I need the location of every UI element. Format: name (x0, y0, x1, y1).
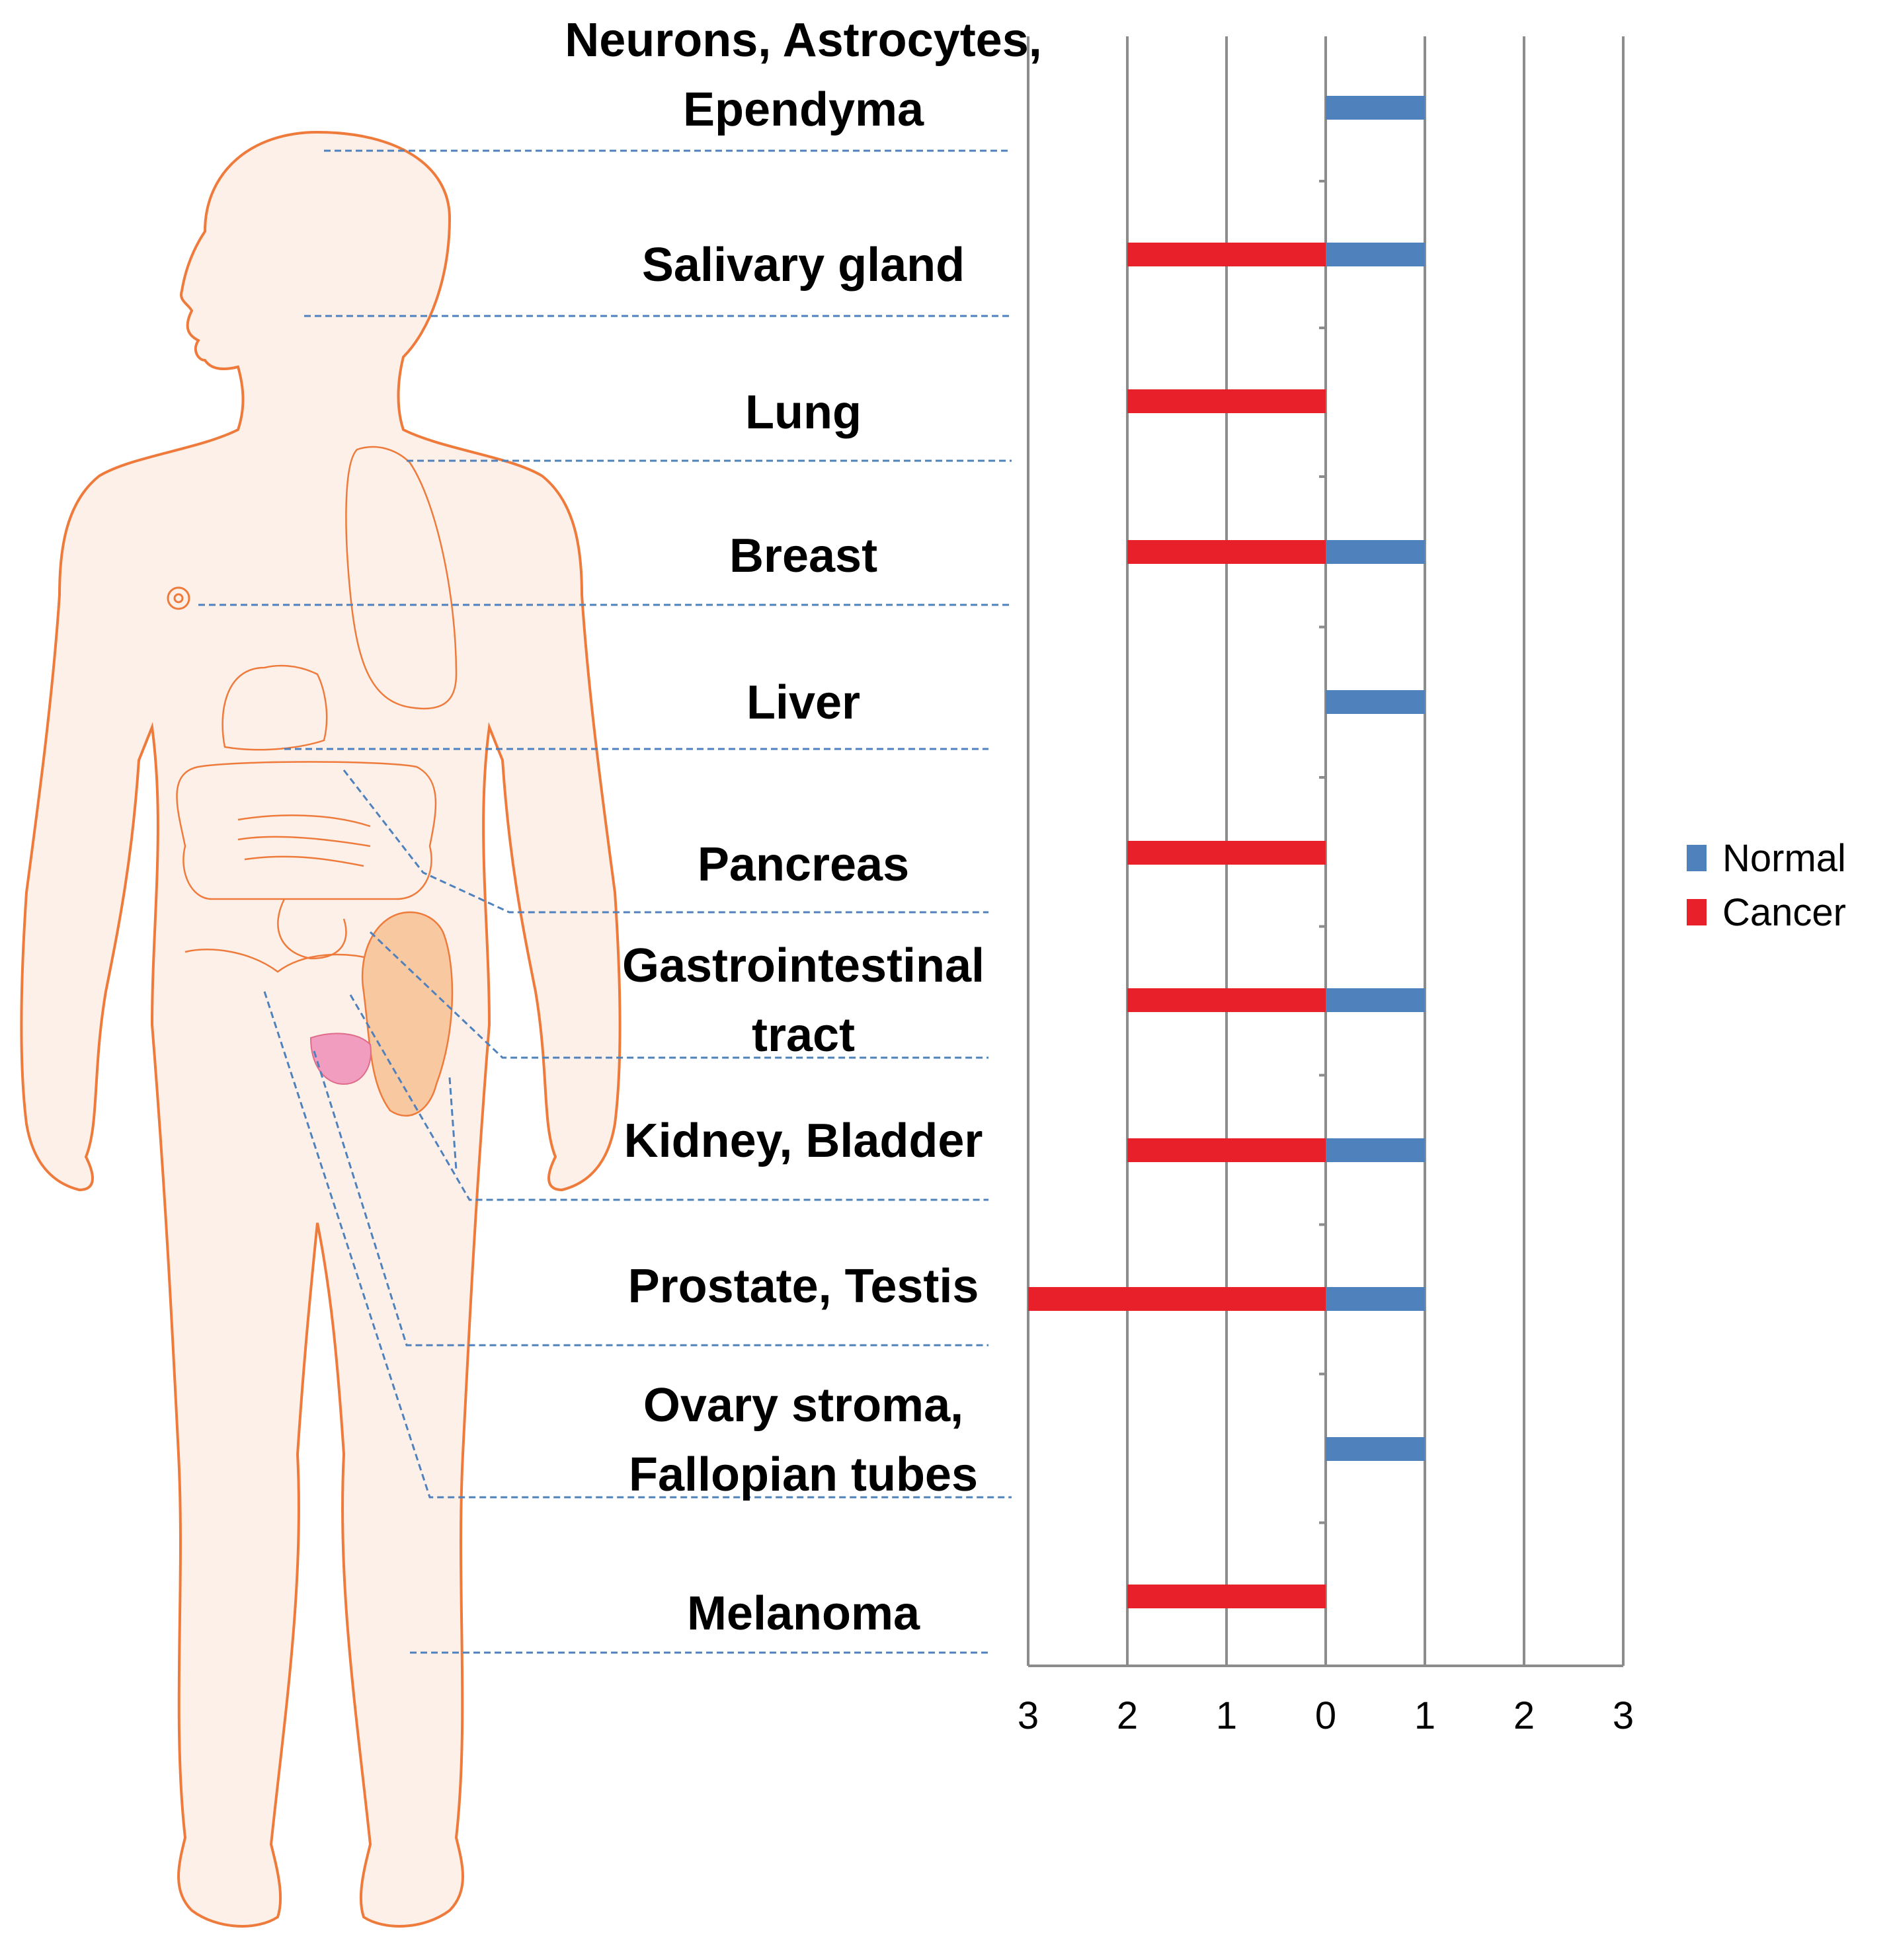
x-axis-ticks: 3 2 1 0 1 2 3 (1018, 1694, 1634, 1737)
category-label: Kidney, Bladder (624, 1115, 983, 1167)
category-label: Neurons, Astrocytes, (565, 14, 1042, 67)
category-label: Liver (746, 676, 860, 729)
category-label: Melanoma (687, 1587, 920, 1640)
category-label: Lung (745, 386, 862, 439)
legend-swatch-normal (1687, 845, 1707, 871)
kidney-icon (361, 911, 454, 1117)
x-tick-label: 2 (1117, 1694, 1138, 1737)
x-tick-label: 1 (1216, 1694, 1237, 1737)
category-label: Gastrointestinal (622, 939, 985, 992)
category-label: Pancreas (698, 838, 909, 891)
bar-normal-3 (1326, 540, 1425, 564)
bar-cancer-2 (1127, 389, 1326, 413)
legend-label-normal: Normal (1722, 837, 1846, 880)
bar-normal-4 (1326, 690, 1425, 714)
bladder-icon (309, 1033, 372, 1085)
category-label: Ovary stroma, (643, 1379, 963, 1432)
x-tick-label: 3 (1018, 1694, 1039, 1737)
category-label: Fallopian tubes (629, 1448, 978, 1501)
x-tick-label: 2 (1513, 1694, 1535, 1737)
legend-label-cancer: Cancer (1722, 891, 1846, 934)
category-label: Breast (729, 529, 877, 582)
bar-normal-6 (1326, 988, 1425, 1012)
bar-marks (1028, 96, 1425, 1608)
category-label: Ependyma (683, 83, 924, 136)
category-label: tract (752, 1009, 855, 1062)
category-label: Salivary gland (642, 239, 965, 292)
x-tick-label: 1 (1414, 1694, 1435, 1737)
bar-cancer-3 (1127, 540, 1326, 564)
legend-swatch-cancer (1687, 899, 1707, 925)
diverging-bar-chart: 3 2 1 0 1 2 3 Neurons, Astrocytes, Ependyma Sali… (565, 14, 1634, 1737)
bar-normal-8 (1326, 1287, 1425, 1311)
leader-lines (198, 149, 1012, 1654)
bar-cancer-6 (1127, 988, 1326, 1012)
category-label: Prostate, Testis (628, 1260, 979, 1313)
bar-normal-0 (1326, 96, 1425, 120)
x-tick-label: 3 (1613, 1694, 1634, 1737)
bar-cancer-5 (1127, 841, 1326, 865)
bar-normal-1 (1326, 243, 1425, 266)
bar-cancer-10 (1127, 1585, 1326, 1608)
category-labels: Neurons, Astrocytes, Ependyma Salivary gla… (565, 14, 1042, 1640)
internal-organs-icon (176, 446, 458, 973)
human-body-anatomy-icon (20, 130, 622, 1928)
bar-normal-9 (1326, 1437, 1425, 1461)
bar-cancer-8 (1028, 1287, 1326, 1311)
bar-cancer-1 (1127, 243, 1326, 266)
breast-nipple-icon (167, 586, 190, 610)
bar-cancer-7 (1127, 1138, 1326, 1162)
x-tick-label: 0 (1315, 1694, 1336, 1737)
legend: Normal Cancer (1687, 837, 1846, 934)
bar-normal-7 (1326, 1138, 1425, 1162)
